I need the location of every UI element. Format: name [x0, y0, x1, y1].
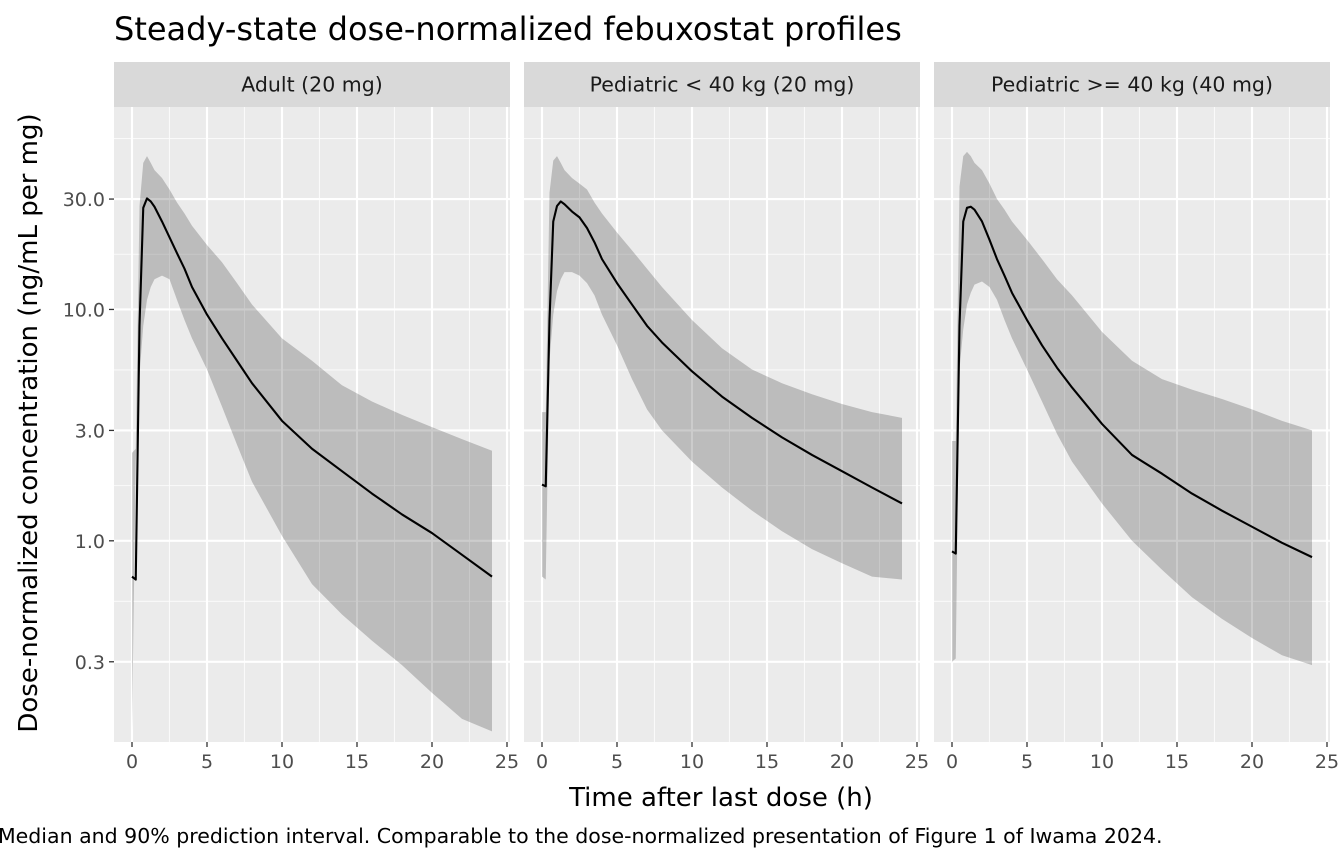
facet-strip	[524, 62, 920, 107]
x-tick-label: 15	[1165, 751, 1189, 773]
x-tick-label: 10	[1090, 751, 1114, 773]
x-tick-label: 5	[201, 751, 213, 773]
x-tick-label: 15	[755, 751, 779, 773]
x-tick-label: 25	[495, 751, 519, 773]
facet-strip	[934, 62, 1330, 107]
x-tick-label: 10	[680, 751, 704, 773]
facet-panel: Pediatric < 40 kg (20 mg) 0 5 10 15 20 25	[524, 62, 929, 773]
prediction-interval-ribbon	[132, 156, 492, 732]
x-tick-label: 5	[611, 751, 623, 773]
facet-strip-label: Pediatric < 40 kg (20 mg)	[590, 73, 855, 97]
median-line	[951, 205, 1313, 559]
plot-title: Steady-state dose-normalized febuxostat …	[114, 10, 902, 48]
facet-strip-label: Pediatric >= 40 kg (40 mg)	[991, 73, 1273, 97]
x-tick-label: 5	[1021, 751, 1033, 773]
facet-strip	[114, 62, 510, 107]
y-tick-label: 30.0	[63, 189, 105, 211]
panel-background	[524, 107, 920, 742]
x-tick-label: 20	[1240, 751, 1264, 773]
y-tick-label: 1.0	[75, 531, 105, 553]
y-tick-label: 0.3	[75, 652, 105, 674]
panel-background	[934, 107, 1330, 742]
x-tick-label: 0	[126, 751, 138, 773]
facet-strip-label: Adult (20 mg)	[241, 73, 383, 97]
median-line	[541, 200, 903, 505]
x-tick-label: 15	[345, 751, 369, 773]
x-tick-label: 10	[270, 751, 294, 773]
facet-panel: Pediatric >= 40 kg (40 mg) 0 5 10 15 20 25	[934, 62, 1339, 773]
x-tick-label: 0	[946, 751, 958, 773]
x-tick-label: 20	[830, 751, 854, 773]
y-axis: 0.3 1.0 3.0 10.0 30.0	[63, 189, 114, 674]
x-tick-label: 25	[1315, 751, 1339, 773]
y-tick-label: 3.0	[75, 420, 105, 442]
prediction-interval-ribbon	[542, 156, 902, 580]
y-tick-label: 10.0	[63, 299, 105, 321]
caption: Median and 90% prediction interval. Comp…	[0, 824, 1163, 848]
x-tick-label: 25	[905, 751, 929, 773]
x-tick-label: 20	[420, 751, 444, 773]
x-axis-title: Time after last dose (h)	[568, 783, 873, 813]
prediction-interval-ribbon	[952, 151, 1312, 666]
facet-panel: Adult (20 mg) 0 5 10 15 20 25	[114, 62, 519, 773]
y-axis-title: Dose-normalized concentration (ng/mL per…	[14, 113, 44, 732]
median-line	[131, 197, 493, 581]
x-tick-label: 0	[536, 751, 548, 773]
panel-background	[114, 107, 510, 742]
